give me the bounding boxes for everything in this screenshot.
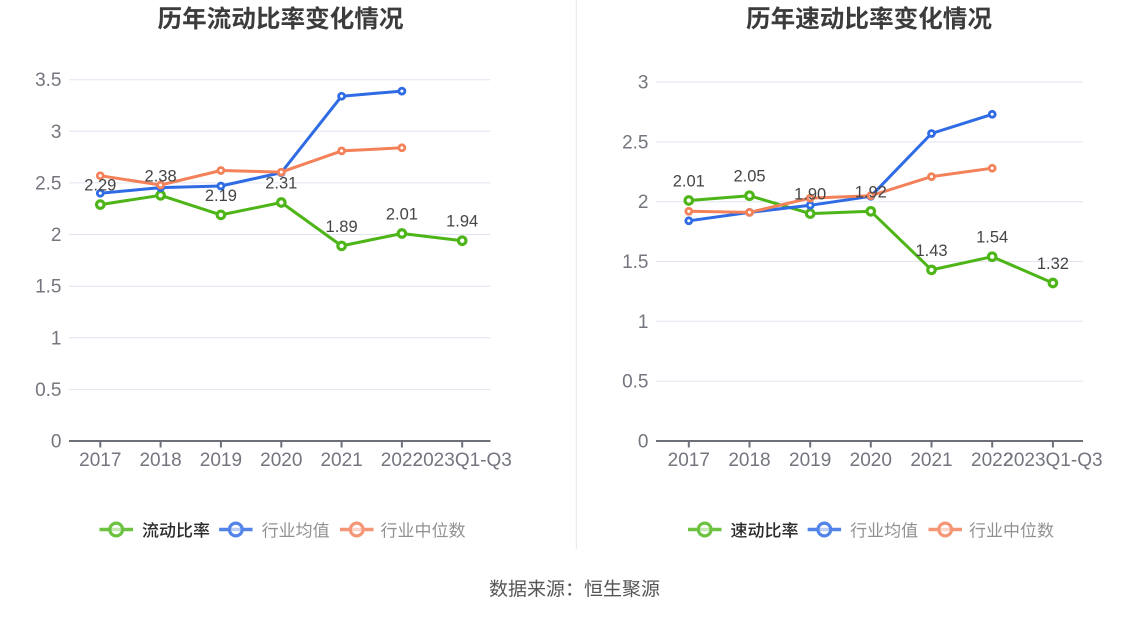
svg-text:1.89: 1.89 bbox=[326, 218, 358, 236]
svg-text:0.5: 0.5 bbox=[622, 372, 648, 393]
svg-text:0: 0 bbox=[638, 432, 649, 453]
svg-text:1.92: 1.92 bbox=[855, 183, 887, 201]
svg-text:2.38: 2.38 bbox=[145, 167, 177, 185]
svg-text:1.54: 1.54 bbox=[976, 229, 1008, 247]
svg-text:2018: 2018 bbox=[139, 450, 181, 471]
svg-text:2021: 2021 bbox=[320, 450, 362, 471]
svg-text:2.19: 2.19 bbox=[205, 187, 237, 205]
svg-text:0.5: 0.5 bbox=[35, 380, 61, 401]
svg-text:2: 2 bbox=[51, 225, 62, 246]
svg-text:2017: 2017 bbox=[668, 450, 710, 471]
svg-text:1: 1 bbox=[51, 328, 62, 349]
svg-text:1.94: 1.94 bbox=[446, 213, 478, 231]
svg-text:1.43: 1.43 bbox=[915, 242, 947, 260]
svg-text:1: 1 bbox=[638, 312, 649, 333]
svg-text:2.5: 2.5 bbox=[35, 173, 61, 194]
svg-text:2020: 2020 bbox=[260, 450, 302, 471]
svg-text:2023Q1-Q3: 2023Q1-Q3 bbox=[413, 450, 512, 471]
svg-text:2.5: 2.5 bbox=[622, 132, 648, 153]
svg-text:2.29: 2.29 bbox=[84, 177, 116, 195]
svg-text:1.5: 1.5 bbox=[622, 252, 648, 273]
svg-text:2023Q1-Q3: 2023Q1-Q3 bbox=[1003, 450, 1102, 471]
svg-text:2018: 2018 bbox=[728, 450, 770, 471]
svg-text:1.5: 1.5 bbox=[35, 277, 61, 298]
svg-text:0: 0 bbox=[51, 432, 62, 453]
svg-text:2022: 2022 bbox=[381, 450, 423, 471]
svg-text:2: 2 bbox=[638, 192, 649, 213]
svg-text:2020: 2020 bbox=[850, 450, 892, 471]
svg-text:3: 3 bbox=[51, 122, 62, 143]
svg-text:3: 3 bbox=[638, 73, 649, 94]
svg-text:2019: 2019 bbox=[200, 450, 242, 471]
svg-text:2017: 2017 bbox=[79, 450, 121, 471]
svg-text:2021: 2021 bbox=[910, 450, 952, 471]
svg-text:3.5: 3.5 bbox=[35, 70, 61, 91]
svg-text:1.32: 1.32 bbox=[1037, 255, 1069, 273]
svg-text:2.31: 2.31 bbox=[265, 175, 297, 193]
svg-text:2.01: 2.01 bbox=[386, 206, 418, 224]
svg-text:2022: 2022 bbox=[971, 450, 1013, 471]
svg-text:2019: 2019 bbox=[789, 450, 831, 471]
svg-text:2.01: 2.01 bbox=[673, 173, 705, 191]
svg-text:2.05: 2.05 bbox=[733, 168, 765, 186]
svg-text:1.90: 1.90 bbox=[794, 186, 826, 204]
